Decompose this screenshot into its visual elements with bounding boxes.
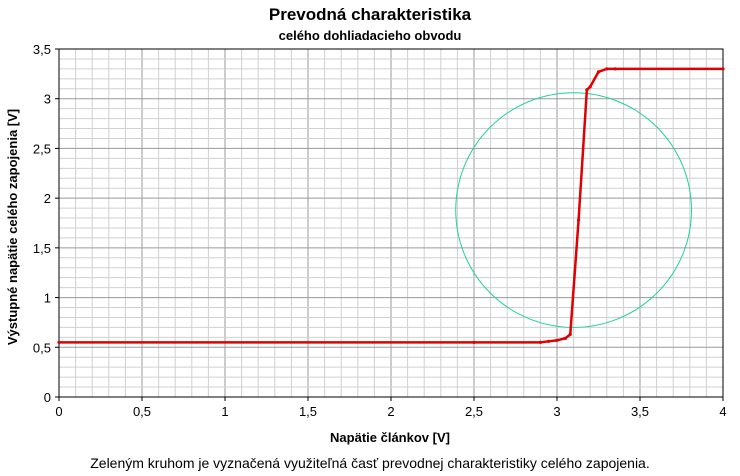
x-tick-label: 1 (221, 404, 228, 419)
y-tick-label: 1 (44, 291, 51, 306)
x-axis-ticks: 0 0,5 1 1,5 2 2,5 3 3,5 4 (55, 397, 727, 419)
y-tick-label: 1,5 (33, 241, 51, 256)
data-point (568, 332, 572, 336)
data-point (721, 67, 725, 71)
data-point (596, 70, 601, 74)
x-tick-label: 2 (387, 404, 394, 419)
y-tick-label: 2 (44, 191, 51, 206)
data-point (588, 85, 592, 89)
x-tick-label: 0 (55, 404, 62, 419)
x-tick-label: 1,5 (299, 404, 317, 419)
y-tick-label: 0 (44, 390, 51, 405)
data-point (547, 339, 551, 343)
data-point (472, 340, 476, 344)
y-tick-label: 0,5 (33, 340, 51, 355)
y-axis-ticks: 0 0,5 1 1,5 2 2,5 3 3,5 (33, 42, 59, 405)
x-tick-label: 4 (719, 404, 726, 419)
chart-subtitle: celého dohliadacieho obvodu (279, 28, 462, 43)
data-point (555, 338, 559, 342)
y-axis-label: Výstupné napätie celého zapojenia [V] (5, 109, 20, 345)
x-axis-label: Napätie článkov [V] (330, 430, 450, 445)
data-point (538, 340, 543, 344)
x-tick-label: 0,5 (133, 404, 151, 419)
series-group (57, 67, 725, 344)
x-tick-label: 3,5 (631, 404, 649, 419)
data-point (585, 88, 589, 92)
x-tick-label: 2,5 (465, 404, 483, 419)
data-point (613, 67, 617, 71)
data-point (605, 67, 609, 71)
chart-caption: Zeleným kruhom je vyznačená využiteľná č… (90, 455, 650, 471)
y-tick-label: 2,5 (33, 141, 51, 156)
data-point (576, 218, 581, 222)
data-point (57, 340, 61, 344)
usable-region-circle (455, 92, 692, 328)
y-tick-label: 3 (44, 92, 51, 107)
data-point (563, 336, 567, 340)
x-tick-label: 3 (553, 404, 560, 419)
chart-title: Prevodná charakteristika (269, 5, 472, 24)
grid (59, 49, 723, 397)
y-tick-label: 3,5 (33, 42, 51, 57)
